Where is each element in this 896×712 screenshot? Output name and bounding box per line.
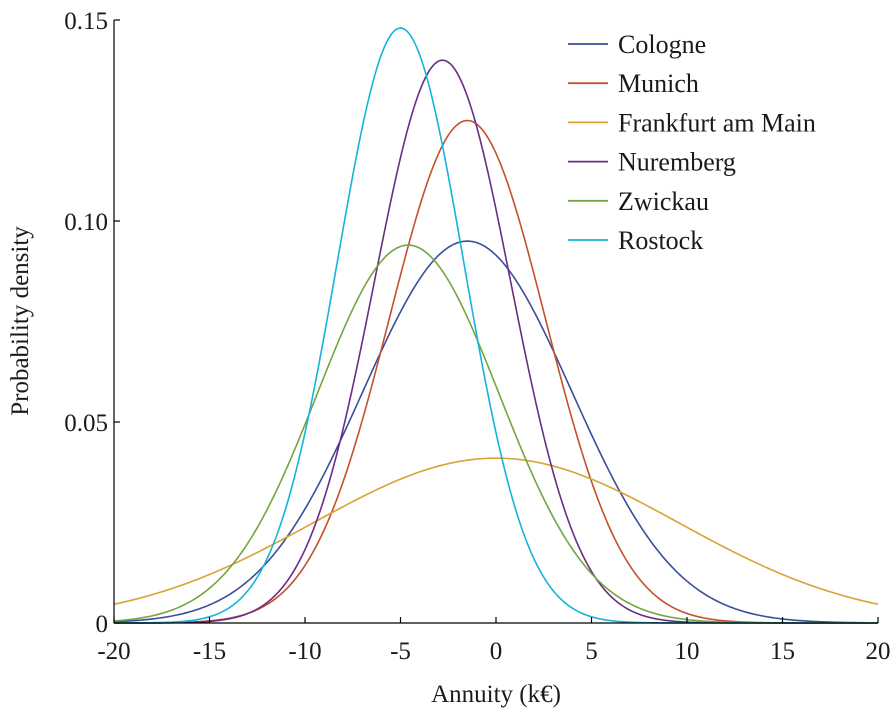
legend-label: Nuremberg — [618, 148, 736, 177]
x-tick-label: 0 — [490, 638, 503, 665]
x-tick-label: -10 — [288, 638, 321, 665]
series-line-cologne — [113, 240, 879, 624]
y-tick-label: 0.15 — [64, 8, 108, 35]
y-tick-label: 0.05 — [64, 410, 108, 437]
y-axis-title: Probability density — [7, 226, 34, 416]
series-line-munich — [114, 119, 878, 624]
x-tick-label: -20 — [97, 638, 130, 665]
x-tick-label: -5 — [390, 638, 411, 665]
x-ticks: -20 -15 -10 -5 0 5 10 15 20 — [97, 617, 891, 665]
legend-label: Zwickau — [618, 187, 709, 216]
legend-label: Cologne — [618, 30, 706, 59]
x-tick-label: -15 — [193, 638, 226, 665]
x-tick-label: 15 — [770, 638, 795, 665]
legend-label: Frankfurt am Main — [618, 108, 816, 137]
series-line-nuremberg — [114, 59, 878, 624]
series-line-frankfurt-am-main — [113, 457, 879, 606]
y-ticks: 0 0.05 0.10 0.15 — [64, 8, 120, 638]
series-layer — [113, 27, 879, 624]
x-tick-label: 10 — [675, 638, 700, 665]
y-tick-label: 0 — [96, 611, 109, 638]
y-tick-label: 0.10 — [64, 209, 108, 236]
x-axis-title: Annuity (k€) — [431, 681, 561, 708]
x-tick-label: 20 — [866, 638, 891, 665]
x-tick-label: 5 — [585, 638, 598, 665]
legend-label: Munich — [618, 69, 699, 98]
legend-label: Rostock — [618, 226, 703, 255]
legend: Cologne Munich Frankfurt am Main Nuremberg Z… — [568, 30, 816, 255]
